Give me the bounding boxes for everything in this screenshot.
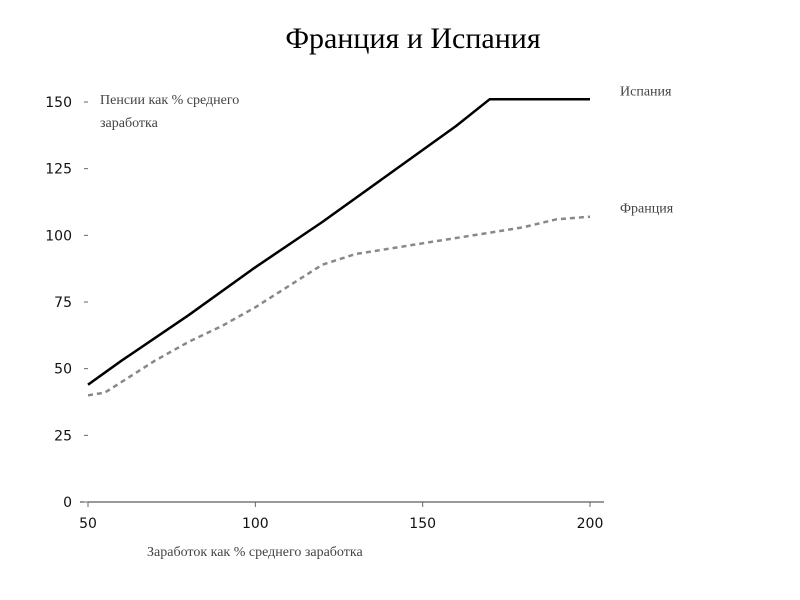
chart-title: Франция и Испания	[285, 22, 540, 55]
x-tick-label: 100	[242, 516, 269, 532]
series-lines	[87, 98, 591, 397]
y-tick-label: 50	[54, 362, 72, 378]
series-line-0	[87, 98, 590, 386]
y-tick-label: 75	[54, 295, 72, 311]
x-tick-label: 150	[409, 516, 436, 532]
x-axis-ticks: 50 100 150 200	[79, 502, 603, 532]
y-tick-label: 150	[45, 95, 72, 111]
x-tick-label: 200	[577, 516, 604, 532]
y-axis-ticks: 0 25 50 75 100 125 150	[45, 95, 88, 511]
series-labels: Испания Франция	[620, 84, 674, 216]
x-axis-label: Заработок как % среднего заработка	[147, 545, 363, 560]
series-label-0: Испания	[620, 84, 672, 99]
y-axis-label-line-2: заработка	[100, 116, 159, 131]
y-tick-label: 0	[63, 495, 72, 511]
x-tick-label: 50	[79, 516, 97, 532]
y-tick-label: 100	[45, 228, 72, 244]
series-label-1: Франция	[620, 202, 674, 217]
y-tick-label: 25	[54, 428, 72, 444]
series-line-1	[87, 215, 591, 397]
y-tick-label: 125	[45, 162, 72, 178]
y-axis-label-line-1: Пенсии как % среднего	[100, 93, 239, 108]
